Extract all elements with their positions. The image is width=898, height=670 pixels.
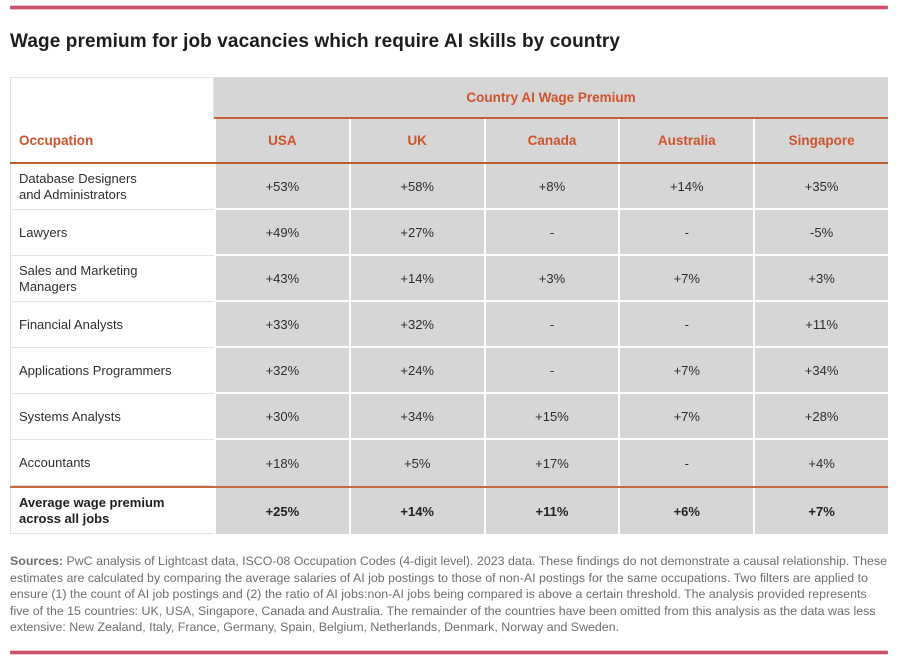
column-header-canada: Canada: [483, 119, 619, 162]
value-cell: +35%: [753, 164, 888, 210]
value-cell: -: [618, 440, 754, 486]
occupation-cell: Sales and Marketing Managers: [10, 256, 214, 302]
occupation-header-spacer: [10, 77, 214, 119]
occupation-cell: Lawyers: [10, 210, 214, 256]
page-title: Wage premium for job vacancies which req…: [10, 31, 621, 52]
table-row: Financial Analysts +33% +32% - - +11%: [10, 302, 888, 348]
value-cell: +25%: [214, 488, 349, 534]
occupation-cell: Database Designers and Administrators: [10, 164, 214, 210]
value-cell: +11%: [753, 302, 888, 348]
source-note: Sources: PwC analysis of Lightcast data,…: [10, 553, 888, 636]
value-cell: +49%: [214, 210, 349, 256]
column-header-australia: Australia: [618, 119, 754, 162]
value-cell: +34%: [348, 394, 484, 440]
table-row: Sales and Marketing Managers +43% +14% +…: [10, 256, 888, 302]
value-cell: -: [483, 302, 619, 348]
value-cell: +7%: [618, 394, 754, 440]
value-cell: +32%: [348, 302, 484, 348]
value-cell: +14%: [348, 256, 484, 302]
value-cell: -: [618, 210, 754, 256]
value-cell: -: [483, 210, 619, 256]
occupation-cell: Systems Analysts: [10, 394, 214, 440]
value-cell: +30%: [214, 394, 349, 440]
value-cell: +34%: [753, 348, 888, 394]
table-row: Accountants +18% +5% +17% - +4%: [10, 440, 888, 486]
table-row: Database Designers and Administrators +5…: [10, 164, 888, 210]
table-column-header-row: Occupation USA UK Canada Australia Singa…: [10, 119, 888, 164]
value-cell: -5%: [753, 210, 888, 256]
value-cell: +6%: [618, 488, 754, 534]
value-cell: +17%: [483, 440, 619, 486]
value-cell: +58%: [348, 164, 484, 210]
value-cell: +32%: [214, 348, 349, 394]
occupation-cell: Financial Analysts: [10, 302, 214, 348]
table-row: Lawyers +49% +27% - - -5%: [10, 210, 888, 256]
value-cell: +7%: [618, 256, 754, 302]
value-cell: +33%: [214, 302, 349, 348]
group-header-cell: Country AI Wage Premium: [214, 77, 888, 119]
value-cell: +4%: [753, 440, 888, 486]
average-row: Average wage premium across all jobs +25…: [10, 486, 888, 534]
column-header-usa: USA: [214, 119, 349, 162]
table-row: Systems Analysts +30% +34% +15% +7% +28%: [10, 394, 888, 440]
table-body: Database Designers and Administrators +5…: [10, 164, 888, 486]
value-cell: +11%: [483, 488, 619, 534]
bottom-accent-rule: [10, 650, 888, 654]
occupation-cell: Accountants: [10, 440, 214, 486]
top-accent-rule: [10, 6, 888, 9]
value-cell: +3%: [753, 256, 888, 302]
value-cell: -: [618, 302, 754, 348]
table-group-header-row: Country AI Wage Premium: [10, 77, 888, 119]
value-cell: +14%: [618, 164, 754, 210]
value-cell: +27%: [348, 210, 484, 256]
sources-text: PwC analysis of Lightcast data, ISCO-08 …: [10, 554, 888, 635]
wage-premium-table: Country AI Wage Premium Occupation USA U…: [10, 77, 888, 534]
value-cell: +14%: [348, 488, 484, 534]
occupation-column-header: Occupation: [10, 119, 214, 162]
value-cell: +24%: [348, 348, 484, 394]
value-cell: +43%: [214, 256, 349, 302]
value-cell: +28%: [753, 394, 888, 440]
value-cell: +53%: [214, 164, 349, 210]
occupation-cell: Average wage premium across all jobs: [10, 488, 214, 534]
value-cell: +18%: [214, 440, 349, 486]
occupation-cell: Applications Programmers: [10, 348, 214, 394]
value-cell: +7%: [753, 488, 888, 534]
value-cell: +15%: [483, 394, 619, 440]
figure-page: Wage premium for job vacancies which req…: [10, 6, 888, 654]
column-header-singapore: Singapore: [753, 119, 888, 162]
value-cell: +7%: [618, 348, 754, 394]
value-cell: -: [483, 348, 619, 394]
value-cell: +3%: [483, 256, 619, 302]
value-cell: +5%: [348, 440, 484, 486]
sources-label: Sources:: [10, 554, 64, 568]
column-header-uk: UK: [348, 119, 484, 162]
table-row: Applications Programmers +32% +24% - +7%…: [10, 348, 888, 394]
value-cell: +8%: [483, 164, 619, 210]
